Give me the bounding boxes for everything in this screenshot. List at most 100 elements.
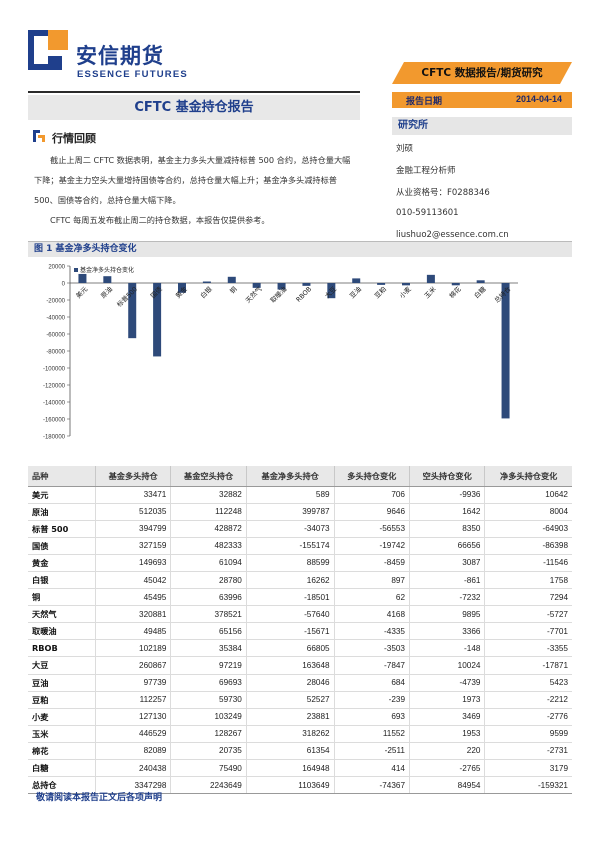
bar xyxy=(178,283,186,293)
table-cell: -9936 xyxy=(409,486,486,504)
table-header-cell: 基金空头持仓 xyxy=(170,466,247,487)
table-cell: 1973 xyxy=(409,691,486,709)
table-cell: 260867 xyxy=(95,656,172,675)
table-header-cell: 基金净多头持仓 xyxy=(246,466,335,487)
table-cell: 45495 xyxy=(95,588,172,607)
table-cell: 378521 xyxy=(170,605,247,624)
brand-name-cn: 安信期货 xyxy=(76,44,164,68)
y-tick-label: -100000 xyxy=(43,367,66,373)
table-row-label: 白银 xyxy=(28,571,96,590)
table-cell: -7232 xyxy=(409,588,486,607)
table-cell: -2511 xyxy=(334,742,411,761)
table-cell: 163648 xyxy=(246,656,335,675)
table-row: 棉花 82089 20735 61354 -2511 220 -2731 xyxy=(28,742,572,761)
table-cell: 75490 xyxy=(170,759,247,778)
y-tick-label: 0 xyxy=(62,282,66,288)
table-row-label: 天然气 xyxy=(28,605,96,624)
table-cell: 82089 xyxy=(95,742,172,761)
table-cell: -3355 xyxy=(484,639,572,658)
table-cell: -86398 xyxy=(484,537,572,555)
table-cell: 102189 xyxy=(95,639,172,658)
x-tick-label: 小麦 xyxy=(397,284,413,300)
table-cell: -18501 xyxy=(246,588,335,607)
table-cell: 9895 xyxy=(409,605,486,624)
x-tick-label: 白糖 xyxy=(472,284,488,300)
figure-caption: 图 1 基金净多头持仓变化 xyxy=(28,241,572,257)
table-cell: 482333 xyxy=(170,537,247,555)
table-cell: 45042 xyxy=(95,571,172,590)
table-cell: 128267 xyxy=(170,725,247,743)
table-cell: 8004 xyxy=(484,503,572,521)
table-cell: 10024 xyxy=(409,656,486,675)
x-tick-label: 玉米 xyxy=(422,284,438,300)
table-row-label: 美元 xyxy=(28,486,96,504)
table-cell: -861 xyxy=(409,571,486,590)
bar xyxy=(153,283,162,357)
table-row-label: 原油 xyxy=(28,503,96,521)
table-row-label: 铜 xyxy=(28,588,96,607)
bar xyxy=(78,273,87,283)
table-cell: 220 xyxy=(409,742,486,761)
bar xyxy=(202,281,211,283)
table-cell: -19742 xyxy=(334,537,411,555)
report-type-banner: CFTC 数据报告/期货研究 xyxy=(392,62,572,84)
review-heading: 行情回顾 xyxy=(52,132,96,145)
net-long-change-chart: 20000 0 -20000 -40000 -60000 -80000 -100000 -12… xyxy=(43,265,518,440)
bar xyxy=(377,283,386,285)
x-tick-label: 棉花 xyxy=(447,284,463,300)
table-row: 玉米 446529 128267 318262 11552 1953 9599 xyxy=(28,725,572,743)
table-cell: -64903 xyxy=(484,520,572,538)
bar xyxy=(476,280,485,283)
y-tick-label: -140000 xyxy=(43,401,66,407)
table-cell: 327159 xyxy=(95,537,172,555)
table-cell: 3469 xyxy=(409,708,486,726)
x-tick-label: 美元 xyxy=(74,284,90,300)
table-cell: 28780 xyxy=(170,571,247,590)
table-header-cell: 基金多头持仓 xyxy=(95,466,172,487)
table-cell: 240438 xyxy=(95,759,172,778)
table-cell: -74367 xyxy=(334,776,411,795)
table-cell: 127130 xyxy=(95,708,172,726)
table-cell: 62 xyxy=(334,588,411,607)
analyst-phone: 010-59113601 xyxy=(396,208,459,218)
table-cell: 28046 xyxy=(246,674,335,692)
table-cell: 9646 xyxy=(334,503,411,521)
analyst-license: 从业资格号：F0288346 xyxy=(396,188,490,198)
table-cell: -3503 xyxy=(334,639,411,658)
table-cell: 66805 xyxy=(246,639,335,658)
x-tick-label: RBOB xyxy=(295,285,314,304)
x-tick-label: 国债 xyxy=(148,284,164,300)
table-cell: 5423 xyxy=(484,674,572,692)
table-cell: 3366 xyxy=(409,622,486,641)
analyst-role: 金融工程分析师 xyxy=(396,166,456,176)
table-row-label: 小麦 xyxy=(28,708,96,726)
table-row: 豆粕 112257 59730 52527 -239 1973 -2212 xyxy=(28,691,572,709)
table-row: 豆油 97739 69693 28046 684 -4739 5423 xyxy=(28,674,572,692)
analyst-email[interactable]: liushuo2@essence.com.cn xyxy=(396,230,509,240)
table-header-cell: 品种 xyxy=(28,466,96,487)
table-cell: -15671 xyxy=(246,622,335,641)
table-cell: -2776 xyxy=(484,708,572,726)
x-tick-label: 豆油 xyxy=(347,284,363,300)
table-cell: -56553 xyxy=(334,520,411,538)
table-cell: -8459 xyxy=(334,554,411,572)
report-date-value: 2014-04-14 xyxy=(515,94,562,104)
table-cell: 32882 xyxy=(170,486,247,504)
table-header-cell: 多头持仓变化 xyxy=(334,466,411,487)
table-cell: 399787 xyxy=(246,503,335,521)
table-row: 取暖油 49485 65156 -15671 -4335 3366 -7701 xyxy=(28,622,572,641)
table-cell: 693 xyxy=(334,708,411,726)
table-cell: 684 xyxy=(334,674,411,692)
table-cell: 318262 xyxy=(246,725,335,743)
table-cell: 59730 xyxy=(170,691,247,709)
table-cell: -2731 xyxy=(484,742,572,761)
table-cell: -7847 xyxy=(334,656,411,675)
bar xyxy=(402,283,410,286)
table-cell: 7294 xyxy=(484,588,572,607)
table-cell: 49485 xyxy=(95,622,172,641)
y-tick-label: -60000 xyxy=(46,333,65,339)
disclaimer-note: 敬请阅读本报告正文后各项声明 xyxy=(36,793,163,803)
y-tick-label: -40000 xyxy=(46,316,65,322)
table-row: 原油 512035 112248 399787 9646 1642 8004 xyxy=(28,503,572,521)
review-paragraph-2: CFTC 每周五发布截止周二的持仓数据，本报告仅提供参考。 xyxy=(50,215,270,225)
